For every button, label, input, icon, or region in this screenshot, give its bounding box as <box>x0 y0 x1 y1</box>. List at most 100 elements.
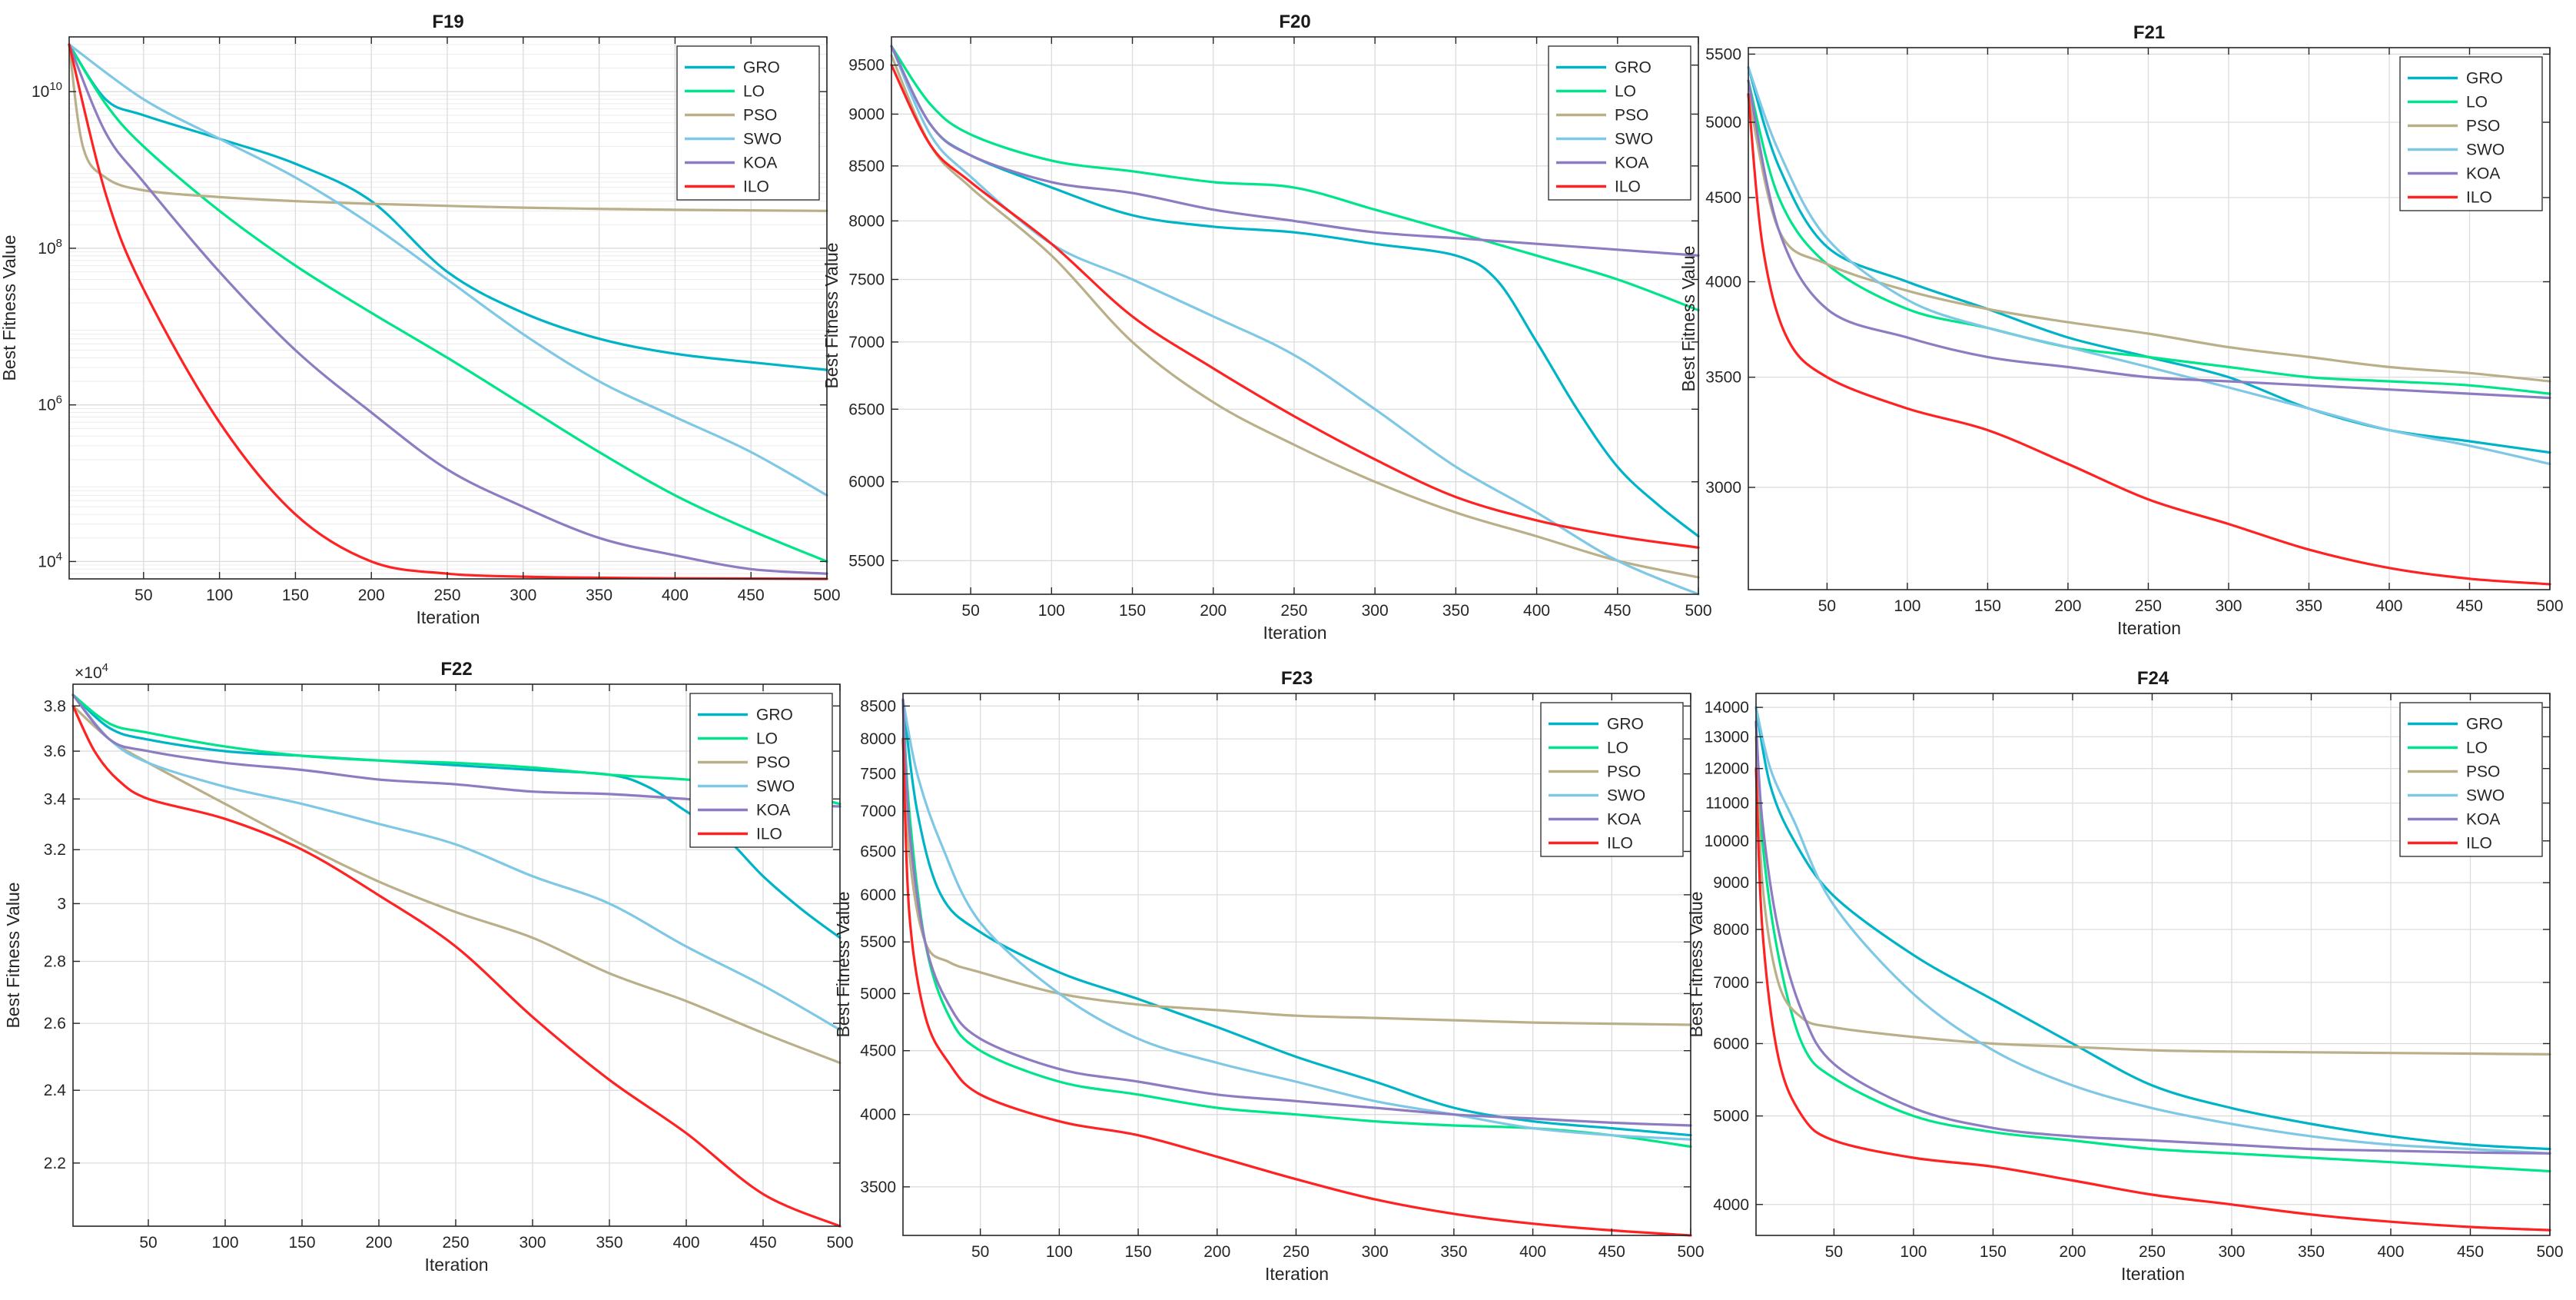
chart-title: F19 <box>432 12 463 32</box>
legend-label-gro: GRO <box>2466 716 2503 733</box>
series-line-ilo <box>1747 93 2551 586</box>
axes-box <box>891 36 1699 595</box>
x-tick-label: 150 <box>288 1234 315 1252</box>
series-line-pso <box>1747 93 2551 383</box>
series-lines <box>1754 706 2551 1232</box>
y-tick-label: 4500 <box>860 1042 896 1060</box>
legend-label-swo: SWO <box>1615 131 1653 148</box>
legend-box <box>1540 702 1684 857</box>
legend-label-ilo: ILO <box>756 826 782 843</box>
legend-label-lo: LO <box>743 83 765 101</box>
y-tick-label: 3500 <box>1705 369 1741 387</box>
x-tick-label: 300 <box>1362 602 1389 620</box>
y-tick-label: 6000 <box>848 474 885 491</box>
y-axis-label: Best Fitness Value <box>1678 245 1698 391</box>
x-tick-label: 200 <box>1203 1243 1230 1261</box>
legend: GRO LO PSO SWO KOA ILO <box>676 45 820 201</box>
x-tick-label: 150 <box>1119 602 1146 620</box>
series-line-lo <box>68 43 828 563</box>
x-tick-label: 450 <box>2457 1243 2484 1261</box>
x-tick-label: 300 <box>510 587 536 604</box>
y-tick-label: 3500 <box>860 1179 896 1196</box>
x-tick-label: 500 <box>813 587 840 604</box>
chart-panel-f22: 50 100 150 200 250 300 350 400 450 500 2.2 2.4 2.6 2.… <box>3 659 854 1275</box>
x-tick-label: 200 <box>358 587 385 604</box>
tick-marks <box>1756 693 2551 1235</box>
legend-label-koa: KOA <box>2466 165 2500 183</box>
x-tick-label: 200 <box>1200 602 1227 620</box>
legend-label-swo: SWO <box>2466 787 2505 805</box>
y-tick-label: 11000 <box>1705 795 1749 813</box>
legend-label-koa: KOA <box>1615 155 1648 172</box>
x-tick-label: 50 <box>961 602 979 620</box>
x-axis-label: Iteration <box>424 1255 488 1275</box>
series-line-swo <box>901 698 1692 1141</box>
x-tick-label: 150 <box>1125 1243 1152 1261</box>
legend-box <box>2399 702 2543 857</box>
tick-marks <box>891 37 1699 594</box>
y-tick-label: 6000 <box>1713 1035 1749 1052</box>
x-axis-label: Iteration <box>2117 618 2181 638</box>
y-tick-label: 7500 <box>860 766 896 783</box>
y-tick-label: 5500 <box>848 552 885 570</box>
legend: GRO LO PSO SWO KOA ILO <box>689 693 833 848</box>
series-line-koa <box>890 45 1700 257</box>
series-line-swo <box>68 43 828 497</box>
series-lines <box>890 45 1700 596</box>
legend-label-gro: GRO <box>756 707 793 724</box>
x-axis-label: Iteration <box>1265 1264 1329 1284</box>
axes-box <box>902 693 1691 1236</box>
series-line-pso <box>1754 735 2551 1056</box>
y-tick-label: 3.4 <box>44 790 67 808</box>
legend-label-pso: PSO <box>756 754 790 772</box>
x-tick-label: 400 <box>2375 597 2402 615</box>
legend-label-pso: PSO <box>743 107 777 125</box>
legend-label-ilo: ILO <box>743 178 769 196</box>
legend-label-pso: PSO <box>1607 763 1641 781</box>
x-tick-label: 50 <box>134 587 152 604</box>
y-tick-label: 5000 <box>860 985 896 1002</box>
x-axis-label: Iteration <box>1263 623 1326 643</box>
x-tick-label: 500 <box>2536 1243 2563 1261</box>
legend-label-swo: SWO <box>743 131 782 148</box>
y-tick-label: 4000 <box>860 1106 896 1124</box>
y-axis-label: Best Fitness Value <box>822 242 842 388</box>
legend-box <box>1548 45 1691 201</box>
x-tick-label: 50 <box>139 1234 157 1252</box>
legend-box <box>689 693 833 848</box>
tick-marks <box>903 693 1691 1235</box>
series-line-gro <box>71 693 842 939</box>
x-tick-label: 250 <box>2135 597 2162 615</box>
legend-label-lo: LO <box>1615 83 1636 101</box>
chart-title: F21 <box>2133 22 2165 43</box>
chart-title: F20 <box>1279 12 1310 32</box>
legend: GRO LO PSO SWO KOA ILO <box>1548 45 1691 201</box>
legend-label-ilo: ILO <box>2466 835 2492 853</box>
x-tick-label: 200 <box>365 1234 392 1252</box>
x-tick-label: 100 <box>1894 597 1920 615</box>
x-axis-label: Iteration <box>2121 1264 2185 1284</box>
legend-label-gro: GRO <box>1615 59 1651 77</box>
series-line-lo <box>890 45 1700 312</box>
series-line-ilo <box>890 64 1700 549</box>
y-tick-label: 10000 <box>1705 833 1749 850</box>
axes-box <box>68 36 828 580</box>
x-tick-label: 200 <box>2054 597 2081 615</box>
legend-label-koa: KOA <box>2466 811 2500 829</box>
x-tick-label: 300 <box>2215 597 2242 615</box>
legend-label-gro: GRO <box>1607 716 1644 733</box>
y-tick-label: 2.4 <box>44 1082 67 1099</box>
chart-title: F24 <box>2137 668 2169 689</box>
y-tick-label: 5000 <box>1713 1108 1749 1125</box>
legend-label-pso: PSO <box>2466 118 2500 135</box>
legend: GRO LO PSO SWO KOA ILO <box>2399 56 2543 211</box>
series-line-ilo <box>901 737 1692 1237</box>
y-tick-label: 2.6 <box>44 1015 66 1032</box>
y-tick-label: 7000 <box>848 334 885 351</box>
series-line-ilo <box>71 704 842 1228</box>
x-tick-label: 300 <box>519 1234 546 1252</box>
x-tick-label: 100 <box>1900 1243 1927 1261</box>
y-tick-label: 14000 <box>1705 699 1749 716</box>
legend-label-lo: LO <box>2466 740 2488 757</box>
legend-label-ilo: ILO <box>1607 835 1633 853</box>
